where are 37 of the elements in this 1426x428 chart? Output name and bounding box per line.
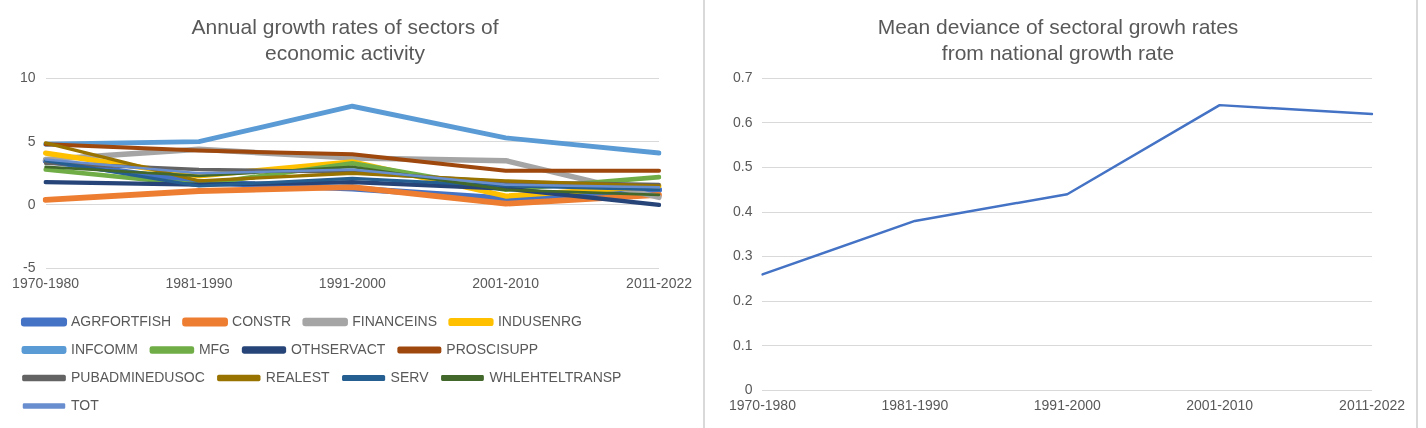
- y-tick-label: 0.3: [732, 247, 753, 264]
- legend-label: INFCOMM: [71, 340, 138, 357]
- legend-label: WHLEHTELTRANSP: [489, 368, 622, 385]
- legend-label: TOT: [71, 396, 100, 413]
- x-tick-label: 1981-1990: [165, 275, 233, 292]
- y-tick-label: 0.7: [732, 69, 753, 86]
- legend-label: REALEST: [265, 368, 331, 385]
- legend-label: FINANCEINS: [352, 312, 437, 329]
- x-tick-label: 1970-1980: [728, 397, 797, 414]
- legend-label: INDUSENRG: [497, 312, 582, 329]
- x-tick-label: 1991-2000: [1033, 397, 1101, 414]
- legend-label: AGRFORTFISH: [71, 312, 172, 329]
- x-tick-label: 2001-2010: [1186, 397, 1254, 414]
- x-tick-label: 2011-2022: [626, 275, 693, 292]
- y-tick-label: -5: [23, 259, 36, 276]
- legend-label: PUBADMINEDUSOC: [71, 368, 205, 385]
- y-tick-label: 0.2: [732, 291, 753, 308]
- y-tick-label: 0.6: [732, 113, 753, 130]
- y-tick-label: 0: [744, 381, 753, 398]
- chart-title: Mean deviance of sectoral growh rates from national growth rate: [877, 15, 1239, 64]
- legend-label: PROSCISUPP: [446, 340, 539, 357]
- x-tick-label: 1981-1990: [881, 397, 949, 414]
- legend-label: MFG: [198, 340, 230, 357]
- y-tick-label: 10: [19, 69, 36, 86]
- y-tick-label: 0: [27, 195, 36, 212]
- legend-label: CONSTR: [232, 312, 292, 329]
- chart-title: Annual growth rates of sectors of economic activity: [191, 15, 499, 64]
- y-tick-label: 5: [27, 132, 36, 149]
- x-tick-label: 2001-2010: [472, 275, 540, 292]
- legend-label: OTHSERVACT: [290, 340, 386, 357]
- legend-label: SERV: [390, 368, 430, 385]
- y-tick-label: 0.5: [732, 158, 753, 175]
- x-tick-label: 1970-1980: [12, 275, 80, 292]
- y-tick-label: 0.4: [732, 202, 753, 219]
- x-tick-label: 1991-2000: [318, 275, 386, 292]
- y-tick-label: 0.1: [732, 336, 753, 353]
- x-tick-label: 2011-2022: [1339, 397, 1406, 414]
